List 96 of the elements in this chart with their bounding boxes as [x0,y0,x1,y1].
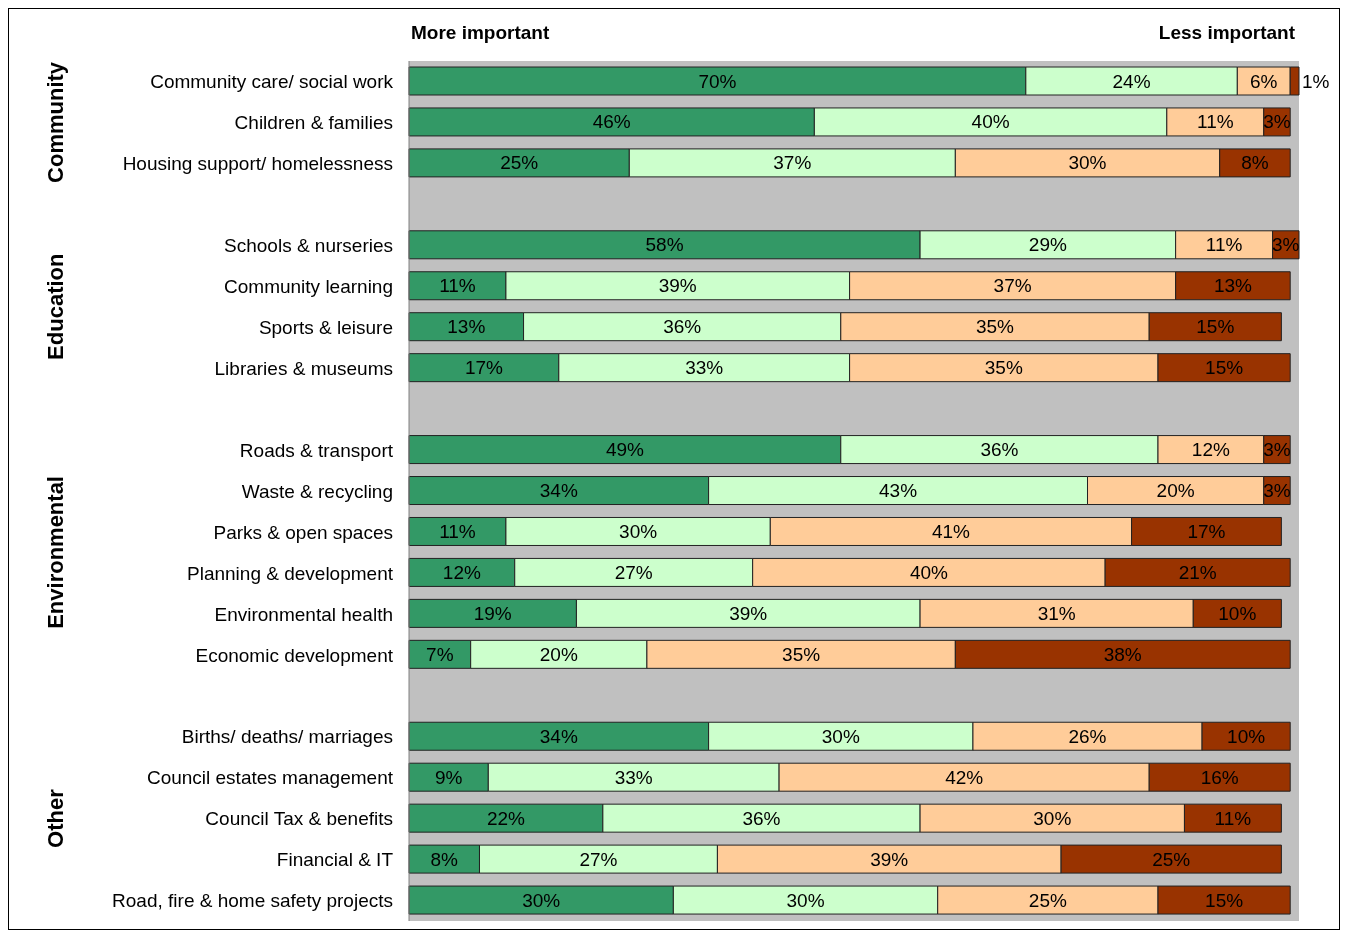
data-label: 10% [1218,602,1257,624]
y-tick-label: Council Tax & benefits [205,808,393,830]
data-label: 30% [821,725,860,747]
data-label: 29% [1028,234,1067,256]
data-label: 13% [1213,275,1253,297]
data-label: 15% [1205,357,1244,379]
data-label: 49% [605,439,645,461]
data-label: 9% [434,766,463,788]
data-label: 11% [1214,807,1252,829]
y-tick-label: Births/ deaths/ marriages [181,726,393,748]
data-label: 35% [782,643,821,665]
data-label: 12% [1191,439,1230,461]
data-label: 24% [1112,70,1151,92]
data-label: 37% [993,275,1032,297]
data-label: 33% [614,766,653,788]
data-label: 11% [439,520,476,542]
y-tick-label: Libraries & museums [214,357,393,379]
data-label: 8% [430,848,459,870]
data-label: 22% [486,807,526,829]
data-label: 3% [1263,439,1291,461]
data-label: 25% [1028,889,1067,911]
data-label: 25% [1152,848,1191,870]
y-tick-label: Schools & nurseries [224,235,393,257]
data-label: 30% [619,520,658,542]
data-label: 17% [464,357,504,379]
y-tick-label: Sports & leisure [258,316,393,338]
data-label: 38% [1103,643,1142,665]
text: Environmental [43,476,68,629]
data-label: 27% [579,848,618,870]
y-tick-label: Financial & IT [276,849,394,871]
data-label: 15% [1205,889,1244,911]
data-label: 40% [971,111,1010,133]
data-label: 25% [500,152,539,174]
data-label: 6% [1250,70,1278,92]
data-label: 15% [1196,316,1235,338]
data-label: 30% [1033,807,1072,829]
data-label: 26% [1068,725,1107,747]
data-label: 7% [426,643,454,665]
data-label: 35% [984,357,1023,379]
data-label: 20% [1156,480,1195,502]
data-label: 42% [945,766,984,788]
data-label: 70% [698,70,737,92]
data-label: 12% [442,561,481,583]
data-label: 13% [447,316,486,338]
data-label: 43% [879,480,918,502]
data-label: 46% [592,111,631,133]
data-label: 31% [1037,602,1076,624]
data-label: 39% [729,602,768,624]
data-label: 3% [1263,111,1291,133]
y-tick-label: Community care/ social work [150,71,394,93]
data-label: 33% [685,357,724,379]
data-label: 30% [1068,152,1107,174]
data-label: 3% [1263,480,1291,502]
data-label: 20% [539,643,578,665]
data-label: 36% [980,439,1019,461]
data-label: 34% [539,725,578,747]
text: Education [43,253,68,360]
data-label: 3% [1272,234,1300,256]
y-tick-label: Housing support/ homelessness [122,153,393,175]
data-label: 19% [473,602,512,624]
data-label: 8% [1241,152,1269,174]
y-tick-label: Environmental health [214,603,393,625]
data-label: 30% [786,889,825,911]
text: Other [43,788,68,848]
data-label: 36% [742,807,781,829]
text: Less important [1158,22,1296,43]
y-tick-label: Roads & transport [239,439,394,461]
y-tick-label: Council estates management [146,767,394,789]
data-label: 11% [1205,234,1243,256]
data-label: 39% [870,848,909,870]
text: Community [43,61,68,183]
y-tick-label: Economic development [195,644,394,666]
data-label: 36% [663,316,702,338]
data-label: 37% [773,152,812,174]
y-tick-label: Waste & recycling [241,480,393,502]
data-label: 27% [614,561,653,583]
data-label: 41% [931,520,971,542]
data-label: 16% [1200,766,1239,788]
data-label: 34% [539,480,578,502]
data-label: 40% [909,561,949,583]
data-label: 11% [1196,111,1234,133]
y-tick-label: Road, fire & home safety projects [112,890,393,912]
data-label: 35% [975,316,1015,338]
y-tick-label: Parks & open spaces [213,521,393,543]
y-tick-label: Children & families [234,112,393,134]
data-label: 17% [1187,520,1226,542]
data-label: 21% [1178,561,1217,583]
text: More important [411,22,550,43]
data-label: 11% [439,275,476,297]
y-tick-label: Planning & development [187,562,394,584]
data-label: 1% [1302,70,1330,92]
y-tick-label: Community learning [224,275,393,297]
data-label: 30% [522,889,561,911]
data-label: 39% [658,275,697,297]
data-label: 58% [645,234,684,256]
data-label: 10% [1227,725,1266,747]
